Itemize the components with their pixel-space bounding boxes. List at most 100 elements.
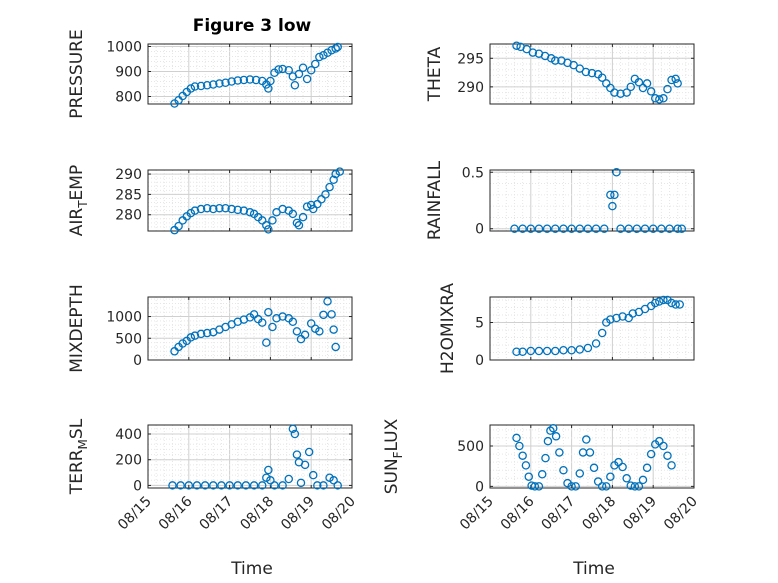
data-point	[333, 481, 342, 490]
data-point	[650, 94, 660, 103]
axes-box	[489, 169, 695, 232]
data-point	[582, 435, 591, 444]
plot-area	[490, 170, 694, 231]
y-label-main: AIR	[67, 208, 87, 237]
y-tick-label: 800	[115, 90, 142, 106]
y-axis-label: SUNFLUX	[382, 418, 405, 494]
subplot-mixdepth: 0 500 1000 MIXDEPTH	[67, 284, 353, 373]
data-point	[304, 447, 314, 457]
data-point	[290, 429, 300, 439]
data-point	[331, 44, 340, 53]
data-point	[274, 65, 283, 74]
data-point	[319, 310, 328, 320]
y-tick-label: 280	[115, 208, 142, 224]
data-point	[264, 465, 273, 475]
data-point	[308, 470, 318, 480]
data-point	[209, 80, 218, 89]
data-point	[677, 224, 687, 233]
data-point	[663, 451, 672, 460]
data-point	[634, 78, 644, 87]
data-point	[325, 182, 334, 192]
data-point	[510, 224, 519, 233]
data-point	[186, 84, 196, 93]
data-point	[597, 482, 607, 491]
data-point	[300, 330, 310, 340]
subplot-air-temp: 280 285 290 AIRTEMP	[67, 165, 353, 237]
data-point	[278, 204, 287, 214]
data-point	[196, 204, 206, 214]
data-point	[278, 481, 287, 490]
y-tick-label: 0	[133, 353, 142, 369]
data-point	[597, 328, 607, 338]
data-point	[215, 79, 224, 88]
data-point	[632, 224, 642, 233]
data-point	[524, 472, 534, 481]
data-point	[659, 295, 668, 305]
y-tick-label: 0	[475, 479, 484, 495]
data-point	[174, 221, 183, 231]
data-point	[521, 461, 531, 470]
data-point	[665, 224, 674, 233]
data-point	[239, 206, 249, 215]
data-point	[628, 309, 638, 318]
subplot-rainfall: 0 0.5 RAINFALL	[425, 160, 695, 240]
data-point	[241, 481, 251, 490]
data-point	[551, 346, 560, 356]
figure-title: Figure 3 low	[193, 16, 312, 36]
data-point	[315, 52, 324, 62]
y-tick-label: 1000	[106, 310, 142, 326]
data-point	[278, 64, 287, 74]
y-tick-label: 900	[115, 65, 142, 81]
data-point	[591, 224, 601, 233]
data-point	[257, 481, 267, 490]
data-point	[542, 224, 552, 233]
data-point	[642, 79, 652, 88]
y-axis-label: TERRMSL	[67, 418, 90, 495]
y-tick-label: 0.5	[462, 165, 484, 181]
data-point	[518, 451, 527, 460]
y-tick-label: 295	[457, 51, 484, 67]
data-point	[667, 461, 676, 470]
data-point	[675, 300, 684, 309]
data-point	[583, 343, 593, 353]
data-point	[168, 481, 177, 490]
data-point	[624, 224, 633, 233]
data-point	[217, 481, 226, 490]
data-point	[298, 212, 308, 222]
axes-box	[489, 424, 695, 489]
data-point	[306, 66, 316, 75]
data-point	[245, 208, 255, 217]
y-tick-label: 0	[475, 353, 484, 369]
data-point	[294, 221, 304, 230]
data-point	[648, 224, 658, 233]
data-point	[315, 327, 324, 336]
data-point	[518, 347, 527, 356]
y-tick-label: 0	[475, 222, 484, 238]
data-point	[530, 482, 540, 491]
data-point	[209, 481, 218, 490]
data-point	[575, 469, 585, 478]
data-point	[249, 481, 259, 490]
data-point	[585, 448, 595, 457]
data-point	[190, 331, 200, 340]
data-point	[569, 60, 578, 70]
data-point	[616, 224, 625, 233]
data-point	[290, 81, 300, 90]
data-point	[541, 453, 550, 463]
x-axis-label-left: Time	[230, 559, 273, 579]
data-point	[616, 89, 625, 98]
data-point	[559, 224, 568, 233]
axes-box	[489, 296, 695, 361]
y-label-main: TERR	[67, 449, 87, 495]
data-point	[555, 448, 564, 457]
data-point	[225, 481, 234, 490]
data-point	[673, 79, 682, 88]
subplot-h2omixra: 0 5 H2OMIXRA	[438, 283, 695, 374]
data-point	[288, 209, 298, 219]
data-point	[534, 346, 544, 356]
data-point	[306, 319, 316, 328]
y-tick-label: 500	[115, 331, 142, 347]
data-point	[548, 423, 558, 433]
data-point	[302, 74, 312, 84]
data-point	[559, 345, 568, 355]
